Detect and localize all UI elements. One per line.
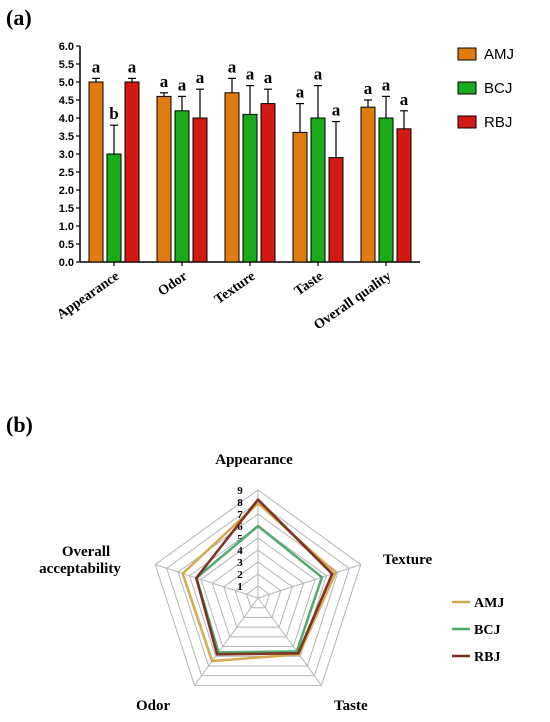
radar-grid-ring — [245, 585, 271, 609]
significance-letter: a — [314, 65, 323, 84]
significance-letter: a — [264, 68, 273, 87]
radar-series-bcj — [195, 524, 324, 654]
y-tick-label: 0.0 — [59, 257, 74, 269]
significance-letter: a — [160, 72, 169, 91]
bar-amj — [292, 131, 308, 263]
radar-spoke — [257, 564, 361, 599]
radar-axis-label: Texture — [383, 552, 433, 568]
panel-a-label: (a) — [6, 5, 32, 30]
radar-ring-label: 1 — [237, 581, 243, 593]
significance-letter: a — [228, 57, 237, 76]
radar-axis-label: Taste — [334, 698, 368, 714]
bar-chart: 0.0 0.5 1.0 1.5 2.0 2.5 3.0 3.5 4.0 4.5 5.0 5.5 6.0 a… — [54, 41, 514, 333]
radar-ring-label: 9 — [237, 485, 243, 497]
bar-rbj — [260, 103, 276, 263]
significance-letter: a — [382, 75, 391, 94]
significance-letter: b — [109, 104, 118, 123]
y-tick-label: 5.5 — [59, 59, 74, 71]
legend-swatch-bcj — [457, 81, 477, 95]
bar-bcj — [106, 153, 122, 263]
significance-letter: a — [128, 57, 137, 76]
radar-legend-label-amj: AMJ — [474, 596, 504, 611]
radar-grid-ring — [223, 561, 293, 628]
radar-spoke — [155, 564, 259, 599]
y-tick-label: 2.0 — [59, 185, 74, 197]
radar-axis-label-line: Overall — [62, 544, 110, 560]
significance-letter: a — [400, 90, 409, 109]
legend-label-bcj: BCJ — [484, 80, 512, 97]
legend-label-rbj: RBJ — [484, 114, 512, 131]
bar-amj — [156, 95, 172, 263]
y-tick-label: 3.0 — [59, 149, 74, 161]
y-tick-label: 0.5 — [59, 239, 74, 251]
y-tick-label: 1.5 — [59, 203, 74, 215]
radar-grid-ring — [200, 537, 316, 648]
significance-letter: a — [296, 83, 305, 102]
radar-ring-label: 3 — [237, 557, 243, 569]
radar-axis-label: Appearance — [215, 452, 293, 468]
radar-axis-label-line: acceptability — [39, 561, 121, 577]
x-tick-label: Odor — [156, 269, 191, 300]
significance-letter: a — [178, 75, 187, 94]
x-tick-label: Texture — [212, 269, 258, 308]
y-tick-label: 4.0 — [59, 113, 74, 125]
legend-swatch-amj — [457, 47, 477, 61]
legend-label-amj: AMJ — [484, 46, 514, 63]
bar-amj — [88, 81, 104, 263]
bar-bcj — [378, 117, 394, 263]
radar-spoke — [257, 597, 322, 686]
bar-rbj — [328, 157, 344, 263]
radar-ring-label: 2 — [237, 569, 243, 581]
bar-rbj — [396, 128, 412, 263]
legend-swatch-rbj — [457, 115, 477, 129]
bar-bcj — [174, 110, 190, 263]
radar-axis-label: Overall acceptability — [39, 544, 121, 577]
bar-amj — [224, 92, 240, 263]
bar-bcj — [242, 113, 258, 263]
panel-b-label: (b) — [6, 412, 33, 437]
significance-letter: a — [92, 57, 101, 76]
radar-ring-label: 7 — [237, 509, 243, 521]
radar-ring-label: 6 — [237, 521, 243, 533]
radar-grid-ring — [166, 501, 350, 677]
radar-series-rbj — [195, 498, 334, 656]
significance-letter: a — [196, 68, 205, 87]
y-tick-label: 6.0 — [59, 41, 74, 53]
radar-axis-label: Odor — [136, 698, 171, 714]
y-tick-label: 4.5 — [59, 95, 74, 107]
x-tick-label: Appearance — [54, 269, 122, 323]
radar-spoke — [194, 597, 259, 686]
bar-amj — [360, 106, 376, 263]
significance-letter: a — [246, 65, 255, 84]
radar-legend-label-rbj: RBJ — [474, 650, 500, 665]
radar-grid-ring — [211, 549, 305, 638]
significance-letter: a — [364, 79, 373, 98]
bar-rbj — [124, 81, 140, 263]
radar-series-amj — [181, 501, 337, 663]
bar-bcj — [310, 117, 326, 263]
radar-ring-label: 5 — [237, 533, 243, 545]
bar-rbj — [192, 117, 208, 263]
radar-ring-label: 8 — [237, 497, 243, 509]
y-tick-label: 5.0 — [59, 77, 74, 89]
y-tick-label: 3.5 — [59, 131, 74, 143]
radar-legend-label-bcj: BCJ — [474, 623, 500, 638]
significance-letter: a — [332, 101, 341, 120]
radar-grid-ring — [154, 489, 362, 686]
radar-ring-label: 4 — [237, 545, 243, 557]
x-tick-label: Taste — [292, 269, 326, 299]
radar-grid-ring — [234, 573, 282, 618]
y-tick-label: 2.5 — [59, 167, 74, 179]
y-tick-label: 1.0 — [59, 221, 74, 233]
